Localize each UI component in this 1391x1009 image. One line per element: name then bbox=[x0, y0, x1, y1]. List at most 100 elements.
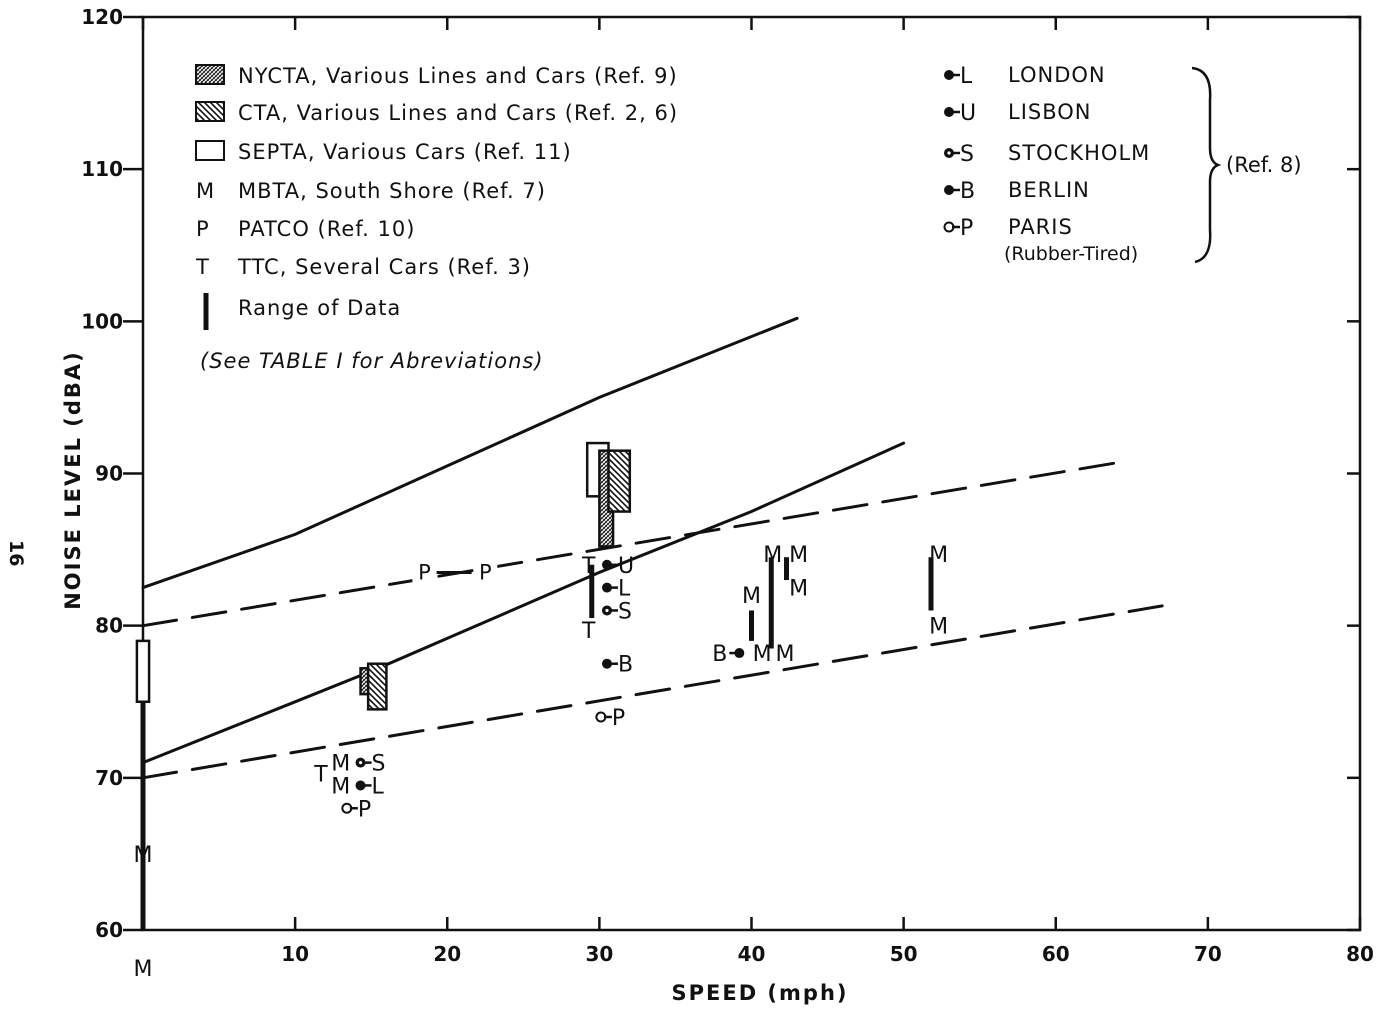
city-point-b: B bbox=[601, 653, 633, 678]
legend-right-marker-row: L bbox=[944, 64, 973, 89]
page-number: 16 bbox=[5, 540, 27, 566]
city-marker-filled bbox=[944, 70, 954, 80]
legend-swatch-open bbox=[195, 140, 225, 161]
data-box-cta bbox=[607, 449, 632, 513]
legend-city-london: LONDON bbox=[1008, 63, 1106, 87]
y-axis-label: NOISE LEVEL (dBA) bbox=[61, 350, 85, 610]
legend-left: NYCTA, Various Lines and Cars (Ref. 9) C… bbox=[195, 64, 678, 373]
city-point-p: P bbox=[341, 797, 371, 822]
letter-point-m: M bbox=[134, 957, 153, 982]
legend-city-berlin: BERLIN bbox=[1008, 178, 1090, 202]
city-point-b: B bbox=[712, 642, 745, 667]
x-tick-label: 60 bbox=[1042, 942, 1070, 966]
y-tick-label: 60 bbox=[95, 918, 123, 942]
letter-point-t: T bbox=[581, 554, 596, 579]
line-label-P: P bbox=[418, 560, 431, 584]
x-tick-label: 50 bbox=[890, 942, 918, 966]
letter-point-m: M bbox=[331, 752, 350, 777]
legend-symbol-p: P bbox=[196, 217, 209, 241]
legend-left-symbols bbox=[195, 64, 225, 330]
letter-point-m: M bbox=[789, 543, 808, 568]
trend-lines bbox=[141, 316, 1164, 780]
line-label-P: P bbox=[479, 560, 492, 584]
city-point-s: S bbox=[355, 752, 386, 777]
letter-point-m: M bbox=[929, 543, 948, 568]
city-marker-filled bbox=[601, 582, 612, 593]
trend-line-solid bbox=[141, 316, 799, 590]
y-tick-label: 110 bbox=[81, 157, 123, 181]
x-tick-label: 40 bbox=[738, 942, 766, 966]
city-letter: U bbox=[618, 554, 634, 579]
y-tick-label: 100 bbox=[81, 309, 123, 333]
data-box-septa bbox=[135, 639, 151, 704]
city-letter: B bbox=[712, 642, 727, 667]
letter-point-m: M bbox=[789, 577, 808, 602]
city-point-p: P bbox=[595, 706, 625, 731]
letter-point-m: M bbox=[134, 843, 153, 868]
legend-entry-mbta: MBTA, South Shore (Ref. 7) bbox=[238, 179, 546, 203]
letter-point-m: M bbox=[763, 543, 782, 568]
city-marker-filled bbox=[944, 107, 954, 117]
city-letter: L bbox=[372, 774, 385, 799]
legend-city-paris: PARIS bbox=[1008, 215, 1073, 239]
legend-entry-cta: CTA, Various Lines and Cars (Ref. 2, 6) bbox=[238, 101, 678, 125]
legend-right-ref: (Ref. 8) bbox=[1226, 153, 1302, 177]
trend-line-dashed bbox=[141, 604, 1164, 780]
line-label-bg bbox=[412, 560, 437, 583]
city-letter: S bbox=[372, 752, 386, 777]
city-letter: S bbox=[618, 599, 632, 624]
legend-right-brace bbox=[1191, 66, 1222, 264]
trend-line-dashed bbox=[141, 461, 1119, 628]
city-point-s: S bbox=[601, 599, 632, 624]
y-tick-labels: 60 70 80 90 100 110 120 bbox=[81, 5, 123, 942]
x-tick-label: 80 bbox=[1346, 942, 1374, 966]
city-marker-dot-center bbox=[605, 608, 609, 613]
data-box-cta bbox=[366, 662, 388, 711]
city-marker-filled bbox=[944, 185, 954, 195]
city-marker-filled bbox=[734, 648, 745, 659]
y-tick-label: 70 bbox=[95, 766, 123, 790]
x-tick-label: 20 bbox=[433, 942, 461, 966]
line-label-bg bbox=[473, 560, 498, 583]
letter-point-m: M bbox=[753, 642, 772, 667]
legend-right-marker-row: S bbox=[944, 142, 974, 167]
legend-entry-nycta: NYCTA, Various Lines and Cars (Ref. 9) bbox=[238, 64, 678, 88]
city-point-u: U bbox=[601, 554, 634, 579]
legend-swatch-hatch bbox=[195, 101, 225, 122]
city-letter: P bbox=[358, 797, 371, 822]
line-label-group: P bbox=[473, 560, 498, 584]
legend-right-marker-row: P bbox=[943, 216, 973, 241]
legend-right-letter: S bbox=[960, 142, 974, 167]
letter-point-m: M bbox=[775, 642, 794, 667]
legend-right-letter: U bbox=[960, 101, 976, 126]
legend-entry-range: Range of Data bbox=[238, 296, 401, 320]
legend-entry-ttc: TTC, Several Cars (Ref. 3) bbox=[237, 255, 531, 279]
city-marker-dot-center bbox=[947, 151, 951, 155]
legend-right-letter: B bbox=[960, 179, 975, 204]
city-marker-filled bbox=[601, 559, 612, 570]
x-tick-label: 70 bbox=[1194, 942, 1222, 966]
letter-point-t: T bbox=[581, 619, 596, 644]
letter-point-t: T bbox=[313, 762, 328, 787]
trend-line-solid bbox=[141, 441, 906, 765]
city-marker-filled bbox=[601, 658, 612, 669]
line-label-group: P bbox=[412, 560, 437, 584]
legend-right-letter: L bbox=[960, 64, 973, 89]
legend-city-stockholm: STOCKHOLM bbox=[1008, 141, 1150, 165]
city-point-l: L bbox=[355, 774, 385, 799]
y-tick-label: 80 bbox=[95, 614, 123, 638]
data-boxes bbox=[135, 441, 632, 711]
city-marker-filled bbox=[355, 780, 366, 791]
axis-ticks bbox=[123, 15, 1362, 932]
legend-right-marker-row: U bbox=[944, 101, 976, 126]
legend-swatch-crosshatch bbox=[195, 64, 225, 85]
legend-right-letter: P bbox=[960, 216, 973, 241]
legend-entry-patco: PATCO (Ref. 10) bbox=[238, 217, 415, 241]
letter-point-m: M bbox=[742, 584, 761, 609]
city-letter: L bbox=[618, 577, 631, 602]
